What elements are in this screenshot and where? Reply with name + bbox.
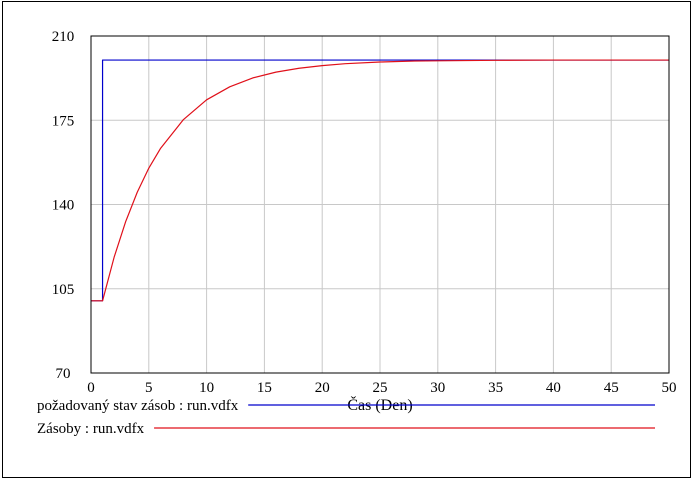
series-line-1 bbox=[91, 59, 669, 302]
x-tick-label: 15 bbox=[257, 380, 272, 396]
x-tick-label: 5 bbox=[145, 380, 153, 396]
legend-label-0: požadovaný stav zásob : run.vdfx bbox=[37, 398, 239, 414]
legend-label-1: Zásoby : run.vdfx bbox=[37, 421, 145, 437]
x-tick-label: 50 bbox=[662, 380, 677, 396]
plot-area bbox=[90, 35, 670, 374]
tick-labels: 0 5 10 15 20 25 30 35 40 45 50 70 105 140 175 210 bbox=[52, 29, 677, 396]
y-tick-label: 140 bbox=[52, 198, 75, 214]
x-tick-label: 45 bbox=[604, 380, 619, 396]
y-tick-label: 70 bbox=[56, 366, 71, 382]
x-tick-label: 30 bbox=[430, 380, 445, 396]
x-tick-label: 40 bbox=[546, 380, 561, 396]
y-tick-label: 210 bbox=[52, 29, 75, 45]
x-tick-label: 25 bbox=[373, 380, 388, 396]
legend: požadovaný stav zásob : run.vdfx Zásoby :… bbox=[37, 398, 655, 437]
x-tick-label: 0 bbox=[87, 380, 95, 396]
grid bbox=[91, 36, 669, 373]
y-tick-label: 105 bbox=[52, 282, 75, 298]
x-tick-label: 20 bbox=[315, 380, 330, 396]
series-layer bbox=[91, 59, 669, 302]
x-tick-label: 10 bbox=[199, 380, 214, 396]
x-tick-label: 35 bbox=[488, 380, 503, 396]
y-tick-label: 175 bbox=[52, 113, 75, 129]
